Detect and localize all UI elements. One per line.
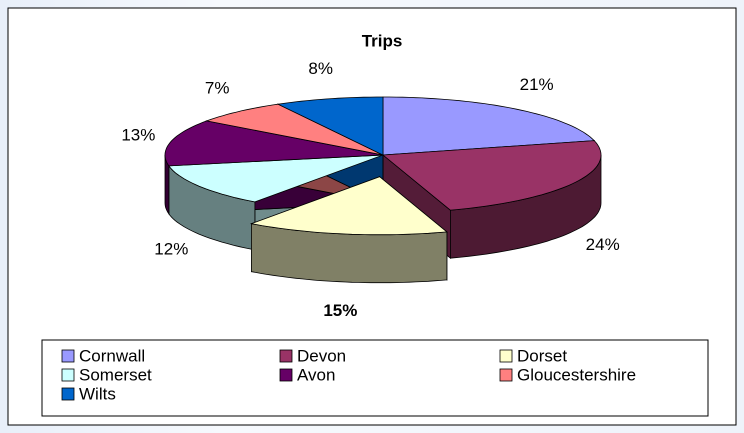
legend-swatch xyxy=(61,368,75,382)
slice xyxy=(164,120,384,167)
legend-swatch xyxy=(61,349,75,363)
data-label: 24% xyxy=(586,235,620,254)
data-label: 15% xyxy=(323,301,357,320)
legend-label: Dorset xyxy=(517,346,567,365)
legend-swatch xyxy=(499,368,513,382)
legend-label: Cornwall xyxy=(79,346,145,365)
chart-title: Trips xyxy=(362,31,403,50)
data-label: 12% xyxy=(154,240,188,259)
slice xyxy=(205,103,384,156)
data-label: 13% xyxy=(121,125,155,144)
legend-swatch xyxy=(61,387,75,401)
legend-swatch xyxy=(499,349,513,363)
legend-swatch xyxy=(279,349,293,363)
legend-label: Avon xyxy=(297,365,335,384)
data-label: 7% xyxy=(205,78,230,97)
slice xyxy=(382,96,596,156)
legend xyxy=(41,339,709,417)
legend-label: Somerset xyxy=(79,365,152,384)
slice xyxy=(276,96,384,156)
legend-label: Devon xyxy=(297,346,346,365)
legend-swatch xyxy=(279,368,293,382)
slice xyxy=(168,154,384,203)
data-label: 8% xyxy=(308,59,333,78)
legend-label: Wilts xyxy=(79,384,116,403)
data-label: 21% xyxy=(520,75,554,94)
slice xyxy=(381,140,602,211)
legend-label: Gloucestershire xyxy=(517,365,636,384)
slice xyxy=(249,176,448,236)
